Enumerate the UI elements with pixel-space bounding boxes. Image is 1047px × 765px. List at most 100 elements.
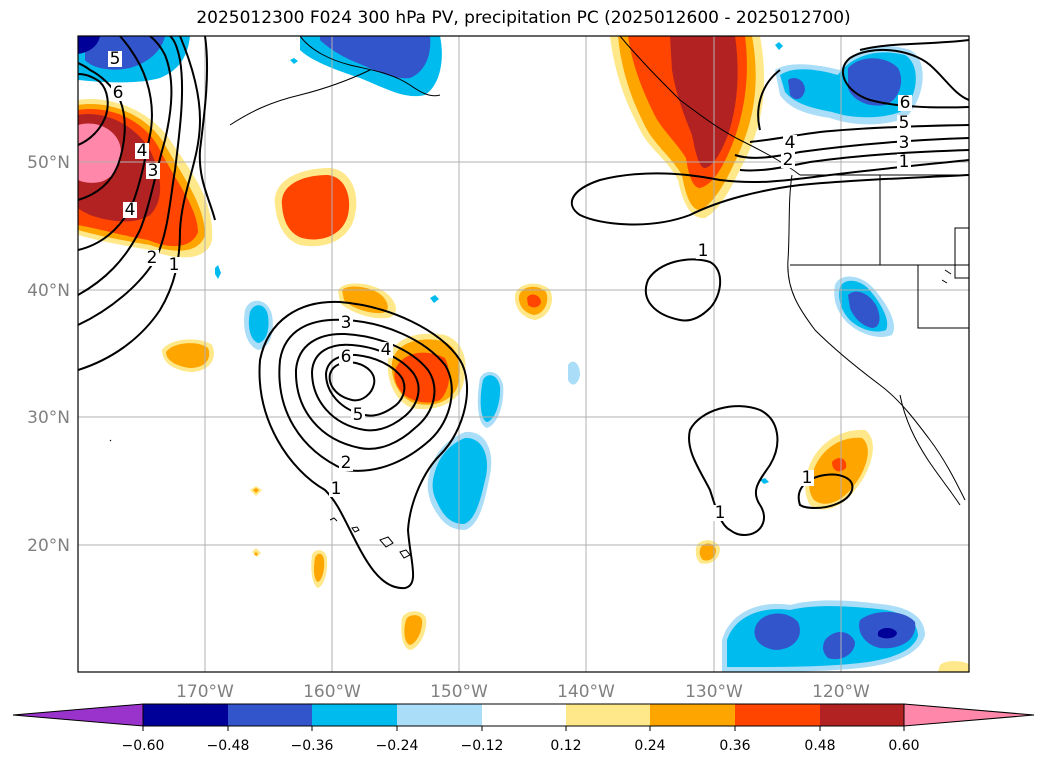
state-border-2: [879, 175, 969, 329]
pv-contour-label: 3: [899, 133, 910, 153]
pv-contour-label: 2: [147, 248, 158, 268]
contour-label-bg: [800, 470, 814, 486]
contour-label-bg: [897, 154, 911, 170]
precip-blob-ne-blue: [848, 58, 902, 106]
lat-tick-label: 20°N: [27, 536, 70, 556]
contour-label-bg: [108, 51, 122, 67]
pv-contour-label: 3: [148, 161, 159, 181]
pv-contour-label: 5: [110, 49, 121, 69]
precip-blob-blue-4c: [848, 291, 880, 328]
pv-contour-label: 6: [900, 93, 911, 113]
precip-blob-small-6b: [699, 543, 716, 561]
alaska-coast: [229, 36, 441, 126]
axis-tick-labels: 170°W 160°W 150°W 140°W 130°W 120°W 50°N 40°N 30…: [27, 153, 870, 702]
colorbar-frame: [142, 703, 905, 727]
lat-tick-label: 40°N: [27, 281, 70, 301]
precip-blob-nwtop-navy: [78, 36, 100, 54]
precip-blob-se-blue-1: [754, 613, 800, 650]
colorbar-segment: [735, 704, 820, 726]
us-west-coast: [787, 174, 966, 501]
contour-label-bg: [135, 143, 149, 159]
contour-label-bg: [146, 163, 160, 179]
colorbar-extend-min: [12, 703, 144, 727]
pv-contour-label: 4: [785, 133, 796, 153]
pv-contour-label: 1: [698, 241, 709, 261]
precip-blob-se-corner: [938, 661, 969, 672]
pv-contour-label: 1: [331, 479, 342, 499]
pv-contour-label: 4: [125, 200, 136, 220]
colorbar-tick-label: −0.60: [122, 738, 165, 754]
pv-contour-west-2: [78, 36, 184, 326]
precip-blob-blue-5: [568, 361, 580, 385]
colorbar-tick-label: 0.12: [550, 738, 581, 754]
pv-contour-6-low: [328, 361, 376, 402]
pv-contour-label: 2: [341, 453, 352, 473]
precip-blob-cw-red: [281, 175, 350, 240]
colorbar-segment: [312, 704, 397, 726]
lat-tick-label: 50°N: [27, 153, 70, 173]
precip-blob-ne-darkred: [670, 36, 738, 168]
contour-label-bg: [339, 349, 353, 365]
pv-contour-west-1: [78, 36, 202, 371]
pv-contour-ne-3: [734, 137, 969, 159]
precip-blob-small-7c: [832, 458, 847, 472]
precip-blob-small-4b: [314, 553, 325, 582]
pv-contour-label: 5: [899, 113, 910, 133]
pv-contour-west-6: [78, 73, 109, 146]
pv-contour-label: 5: [353, 405, 364, 425]
colorbar-segment: [397, 704, 482, 726]
contour-label-bg: [145, 250, 159, 266]
colorbar-segment: [143, 704, 228, 726]
lon-tick-label: 120°W: [812, 682, 870, 702]
colorbar-extend-max: [903, 703, 1035, 727]
pv-contour-label: 1: [802, 468, 813, 488]
pv-contour-label: 2: [783, 150, 794, 170]
colorbar-tick-label: 0.24: [634, 738, 665, 754]
contour-label-bg: [167, 257, 181, 273]
map-frame: [77, 35, 970, 673]
islands-small: [109, 269, 952, 442]
colorbar-tick-label: 0.60: [888, 738, 919, 754]
colorbar-tick-label: −0.24: [376, 738, 419, 754]
pv-contour-ne-4: [749, 124, 969, 143]
map-plot-area: [78, 36, 969, 672]
contour-label-bg: [351, 407, 365, 423]
bc-coast: [619, 36, 801, 176]
pv-contour-ne-1: [570, 159, 969, 226]
contour-label-bg: [696, 243, 710, 259]
precip-blob-ak-blue: [320, 36, 431, 79]
pv-contour-label: 1: [169, 255, 180, 275]
precip-fill-layer: [78, 36, 969, 672]
pv-contour-label: 1: [899, 152, 910, 172]
contour-label-bg: [123, 202, 137, 218]
contour-label-bg: [897, 135, 911, 151]
lon-tick-label: 130°W: [685, 682, 743, 702]
pv-contour-ne-2: [739, 149, 969, 172]
pv-contour-label: 6: [341, 347, 352, 367]
contour-label-bg: [379, 342, 393, 358]
pv-contour-iso-2: [688, 405, 779, 537]
lat-tick-label: 30°N: [27, 408, 70, 428]
lon-tick-label: 140°W: [557, 682, 615, 702]
colorbar-segment: [650, 704, 735, 726]
coastlines: [109, 36, 969, 559]
colorbar-tick-label: −0.36: [291, 738, 334, 754]
pv-contour-west-7: [198, 36, 216, 221]
precip-blob-small-2b: [166, 343, 210, 368]
contour-label-bg: [111, 85, 125, 101]
colorbar-segment: [820, 704, 904, 726]
pv-contour-label: 4: [137, 141, 148, 161]
colorbar-tick-label: −0.48: [207, 738, 250, 754]
contour-label-bg: [339, 455, 353, 471]
precip-blob-small-3c: [527, 294, 541, 308]
precip-blob-small-1b: [342, 286, 388, 314]
lon-tick-label: 160°W: [303, 682, 361, 702]
pv-contour-3-low: [294, 332, 436, 450]
colorbar-tick-label: 0.48: [804, 738, 835, 754]
contour-label-bg: [781, 152, 795, 168]
precip-blob-ne-blue2: [788, 78, 805, 100]
contour-label-bg: [339, 315, 353, 331]
